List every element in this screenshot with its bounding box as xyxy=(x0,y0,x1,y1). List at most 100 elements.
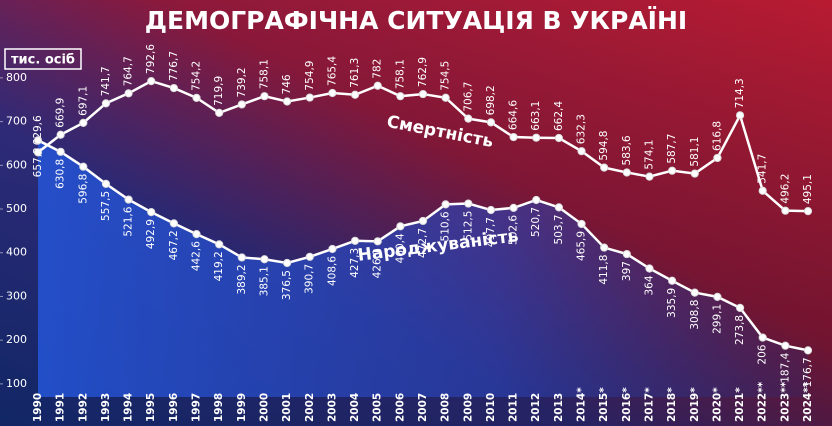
data-point xyxy=(396,92,405,101)
data-point xyxy=(328,88,337,98)
data-label: 460,4 xyxy=(394,233,406,263)
data-point xyxy=(713,292,722,301)
data-label: 376,5 xyxy=(281,270,293,300)
x-tick-label: 1996 xyxy=(168,393,180,422)
data-label: 663,1 xyxy=(530,101,542,131)
x-tick-label: 2006 xyxy=(394,393,406,422)
data-point xyxy=(124,89,133,98)
x-tick-label: 1995 xyxy=(145,393,157,422)
data-point xyxy=(169,219,178,228)
data-label: 495,1 xyxy=(802,174,814,204)
data-label: 389,2 xyxy=(236,264,248,294)
data-label: 758,1 xyxy=(394,59,406,89)
data-label: 583,6 xyxy=(621,135,633,165)
y-tick-label: 400 xyxy=(6,246,27,259)
data-label: 397 xyxy=(621,261,633,281)
data-label: 512,5 xyxy=(462,211,474,241)
data-label: 792,6 xyxy=(145,44,157,74)
data-point xyxy=(373,81,382,90)
data-label: 574,1 xyxy=(643,140,655,170)
x-tick-label: 2019* xyxy=(689,387,701,422)
x-tick-label: 1992 xyxy=(77,393,89,422)
data-label: 502,6 xyxy=(508,215,520,245)
data-point xyxy=(758,186,767,195)
data-point xyxy=(101,179,111,188)
data-point xyxy=(33,136,43,145)
data-label: 206 xyxy=(757,344,769,364)
data-point xyxy=(260,255,269,264)
data-point xyxy=(56,130,65,139)
x-tick-label: 2016* xyxy=(621,387,633,422)
y-tick-label: 300 xyxy=(6,289,27,302)
data-label: 390,7 xyxy=(304,264,316,294)
data-label: 408,6 xyxy=(326,256,338,286)
data-point xyxy=(464,114,473,123)
data-label: 335,9 xyxy=(666,288,678,318)
data-point xyxy=(260,92,269,101)
data-label: 741,7 xyxy=(100,66,112,96)
data-point xyxy=(147,76,156,86)
data-label: 299,1 xyxy=(711,304,723,334)
data-label: 739,2 xyxy=(236,67,248,97)
data-label: 557,5 xyxy=(100,191,112,221)
data-point xyxy=(305,252,314,261)
data-label: 719,9 xyxy=(213,76,225,106)
data-point xyxy=(690,288,699,297)
data-point xyxy=(554,133,563,143)
data-point xyxy=(169,83,178,93)
data-label: 746 xyxy=(281,74,293,94)
data-label: 442,6 xyxy=(191,241,203,271)
data-point xyxy=(645,264,654,273)
data-point xyxy=(441,93,450,102)
data-point xyxy=(577,147,586,156)
x-tick-label: 2014* xyxy=(576,387,588,422)
data-point xyxy=(101,99,111,108)
data-point xyxy=(56,147,65,156)
data-point xyxy=(532,195,541,205)
data-label: 632,3 xyxy=(576,114,588,144)
data-point xyxy=(328,244,337,254)
x-tick-label: 1999 xyxy=(236,393,248,422)
data-label: 541,7 xyxy=(757,154,769,184)
x-tick-label: 2002 xyxy=(304,393,316,422)
data-label: 664,6 xyxy=(508,100,520,130)
x-tick-label: 2001 xyxy=(281,393,293,422)
data-label: 596,8 xyxy=(77,174,89,204)
data-point xyxy=(33,148,43,157)
data-label: 761,3 xyxy=(349,58,361,88)
data-label: 411,8 xyxy=(598,255,610,285)
data-point xyxy=(79,162,88,171)
data-label: 669,9 xyxy=(55,98,67,128)
data-label: 176,7 xyxy=(802,357,814,387)
data-label: 657,2 xyxy=(32,147,44,177)
data-point xyxy=(237,100,246,109)
x-tick-label: 1994 xyxy=(123,393,135,422)
data-label: 496,2 xyxy=(779,174,791,204)
data-point xyxy=(803,346,813,355)
x-tick-label: 1998 xyxy=(213,393,225,422)
data-point xyxy=(350,236,360,245)
data-point xyxy=(781,206,790,215)
x-tick-label: 2004 xyxy=(349,393,361,422)
x-tick-label: 2009 xyxy=(462,393,474,422)
chart-title: ДЕМОГРАФІЧНА СИТУАЦІЯ В УКРАЇНІ xyxy=(145,5,687,35)
data-label: 706,7 xyxy=(462,82,474,112)
data-label: 754,2 xyxy=(191,61,203,91)
data-label: 762,9 xyxy=(417,57,429,87)
y-tick-label: 200 xyxy=(6,333,27,346)
data-label: 776,7 xyxy=(168,51,180,81)
data-point xyxy=(464,199,473,208)
data-point xyxy=(215,108,224,117)
x-tick-label: 2023** xyxy=(779,381,791,422)
data-label: 616,8 xyxy=(711,121,723,151)
x-tick-label: 2024** xyxy=(802,381,814,422)
x-tick-label: 1991 xyxy=(55,393,67,422)
data-label: 754,5 xyxy=(440,61,452,91)
data-label: 419,2 xyxy=(213,251,225,281)
data-point xyxy=(803,207,813,216)
x-tick-label: 2020* xyxy=(711,387,723,422)
data-label: 503,7 xyxy=(553,214,565,244)
data-point xyxy=(532,133,541,142)
x-tick-label: 2005 xyxy=(372,393,384,422)
